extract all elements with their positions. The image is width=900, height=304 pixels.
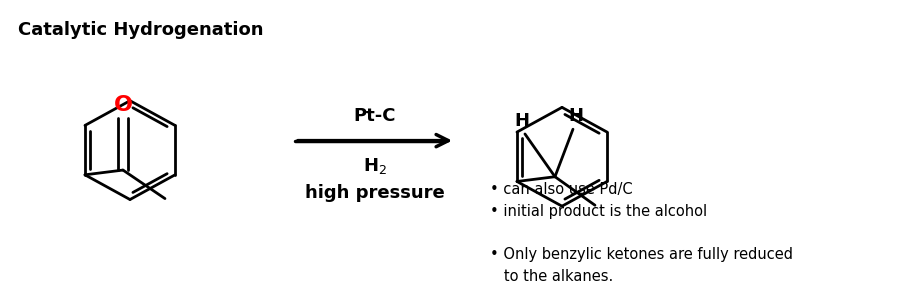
Text: O: O: [113, 95, 132, 115]
Text: H: H: [515, 112, 529, 130]
Text: H$_2$: H$_2$: [363, 156, 387, 176]
Text: • can also use Pd/C
• initial product is the alcohol

• Only benzylic ketones ar: • can also use Pd/C • initial product is…: [490, 182, 793, 284]
Text: Catalytic Hydrogenation: Catalytic Hydrogenation: [18, 21, 264, 39]
Text: H: H: [569, 107, 583, 125]
Text: Pt-C: Pt-C: [354, 107, 396, 126]
Text: high pressure: high pressure: [305, 184, 445, 202]
